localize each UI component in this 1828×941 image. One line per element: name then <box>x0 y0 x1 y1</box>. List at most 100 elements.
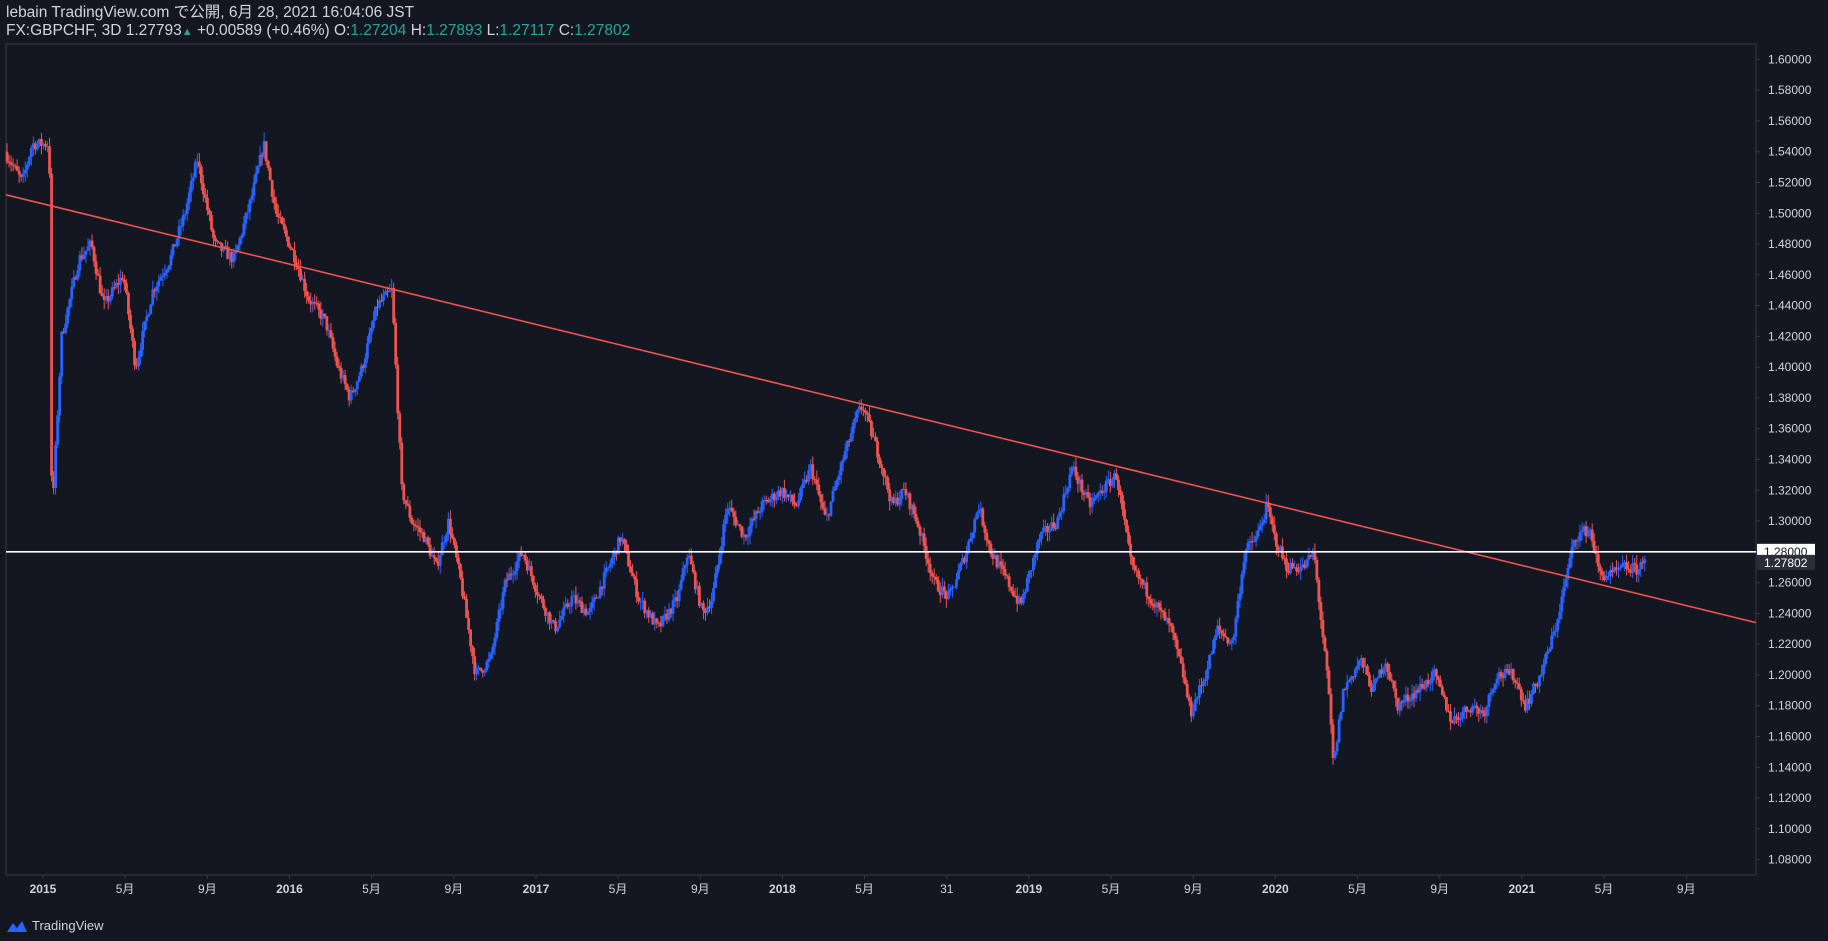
candle-body <box>734 517 738 526</box>
candle-body <box>740 526 744 537</box>
candle-body <box>1141 579 1145 585</box>
candle-body <box>1327 670 1331 695</box>
candle-body <box>973 519 977 533</box>
candle-body <box>1183 677 1187 684</box>
candle-body <box>448 518 452 534</box>
candle-body <box>754 511 758 520</box>
chart-header: lebain TradingView.com で公開, 6月 28, 2021 … <box>6 4 630 41</box>
candle-body <box>1270 517 1274 525</box>
candle-body <box>1619 567 1622 569</box>
candle-body <box>938 591 942 595</box>
open-value: 1.27204 <box>350 22 407 39</box>
candle-body <box>505 579 509 581</box>
candle-body <box>770 493 774 500</box>
price-tick-label: 1.32000 <box>1768 483 1812 497</box>
candle-body <box>1032 557 1035 571</box>
candle-body <box>274 203 278 214</box>
candle-body <box>1459 718 1462 721</box>
candle-body <box>1151 603 1155 606</box>
candle-body <box>588 607 592 613</box>
candle-body <box>768 499 772 503</box>
candle-body <box>550 620 553 624</box>
candle-body <box>382 295 385 301</box>
candle-body <box>572 595 576 597</box>
candle-body <box>914 514 918 522</box>
candle-body <box>1556 619 1560 631</box>
candle-body <box>667 608 671 620</box>
candle-body <box>440 542 444 556</box>
candle-body <box>323 313 327 317</box>
candle-body <box>169 254 173 266</box>
candle-body <box>1289 563 1292 574</box>
candle-body <box>1272 524 1276 534</box>
candle-body <box>523 554 527 561</box>
price-tick-label: 1.46000 <box>1768 268 1812 282</box>
candle-body <box>639 601 643 603</box>
candle-body <box>780 488 784 496</box>
candle-body <box>418 527 422 532</box>
time-tick-label: 2021 <box>1508 882 1535 896</box>
candle-body <box>438 555 442 566</box>
candle-body <box>884 476 888 478</box>
candle-body <box>374 306 377 321</box>
candle-body <box>598 586 602 598</box>
price-tick-label: 1.52000 <box>1768 176 1812 190</box>
candle-body <box>712 588 715 601</box>
symbol-timeframe[interactable]: FX:GBPCHF, 3D <box>6 22 122 39</box>
candle-body <box>1501 676 1505 678</box>
candle-body <box>1189 701 1193 717</box>
candle-body <box>1171 625 1175 633</box>
candle-body <box>420 531 424 533</box>
candle-body <box>1430 671 1434 683</box>
candle-body <box>477 667 481 670</box>
candle-body <box>1548 649 1552 652</box>
time-axis[interactable]: 2015 5月 9月 2016 5月 9月 2017 5月 9月 2018 5月 31 2019 5月 9月… <box>30 875 1696 896</box>
candle-body <box>821 502 825 509</box>
candle-body <box>1252 541 1256 543</box>
candle-body <box>576 600 580 604</box>
candle-body <box>1515 682 1519 684</box>
price-tick-label: 1.40000 <box>1768 360 1812 374</box>
candle-body <box>1503 669 1507 678</box>
candle-body <box>940 586 944 595</box>
candle-body <box>35 143 39 150</box>
candle-body <box>859 406 863 410</box>
candle-body <box>210 214 213 231</box>
candle-body <box>704 610 707 614</box>
candle-body <box>1309 554 1313 557</box>
candle-body <box>104 295 108 300</box>
candle-body <box>1378 669 1382 678</box>
candle-body <box>892 497 896 503</box>
candle-body <box>623 538 626 544</box>
candle-body <box>772 493 776 501</box>
candle-body <box>590 602 594 608</box>
candle-body <box>602 572 606 589</box>
candle-body <box>898 499 902 505</box>
candle-body <box>1110 479 1114 487</box>
candle-body <box>260 154 264 157</box>
candle-body <box>1562 586 1566 597</box>
price-tick-label: 1.42000 <box>1768 329 1812 343</box>
candle-body <box>347 389 351 401</box>
candle-body <box>829 501 833 516</box>
candle-body <box>1149 599 1153 604</box>
candle-body <box>272 196 276 204</box>
candle-body <box>1477 708 1481 714</box>
candle-body <box>1119 489 1122 496</box>
candle-body <box>76 270 80 280</box>
candle-body <box>673 597 677 601</box>
price-axis[interactable]: 1.60000 1.58000 1.56000 1.54000 1.52000 1.500… <box>1756 52 1812 867</box>
candle-body <box>1329 694 1333 725</box>
candle-body <box>106 295 110 302</box>
candle-body <box>1376 677 1379 679</box>
candle-body <box>795 504 798 507</box>
candle-body <box>1019 597 1023 604</box>
candle-body <box>1027 571 1031 578</box>
footer-brand[interactable]: TradingView <box>6 918 104 933</box>
candle-body <box>1388 671 1392 680</box>
candle-body <box>1392 680 1396 689</box>
candle-body <box>402 484 406 501</box>
candle-body <box>469 629 473 647</box>
candle-body <box>384 291 387 296</box>
